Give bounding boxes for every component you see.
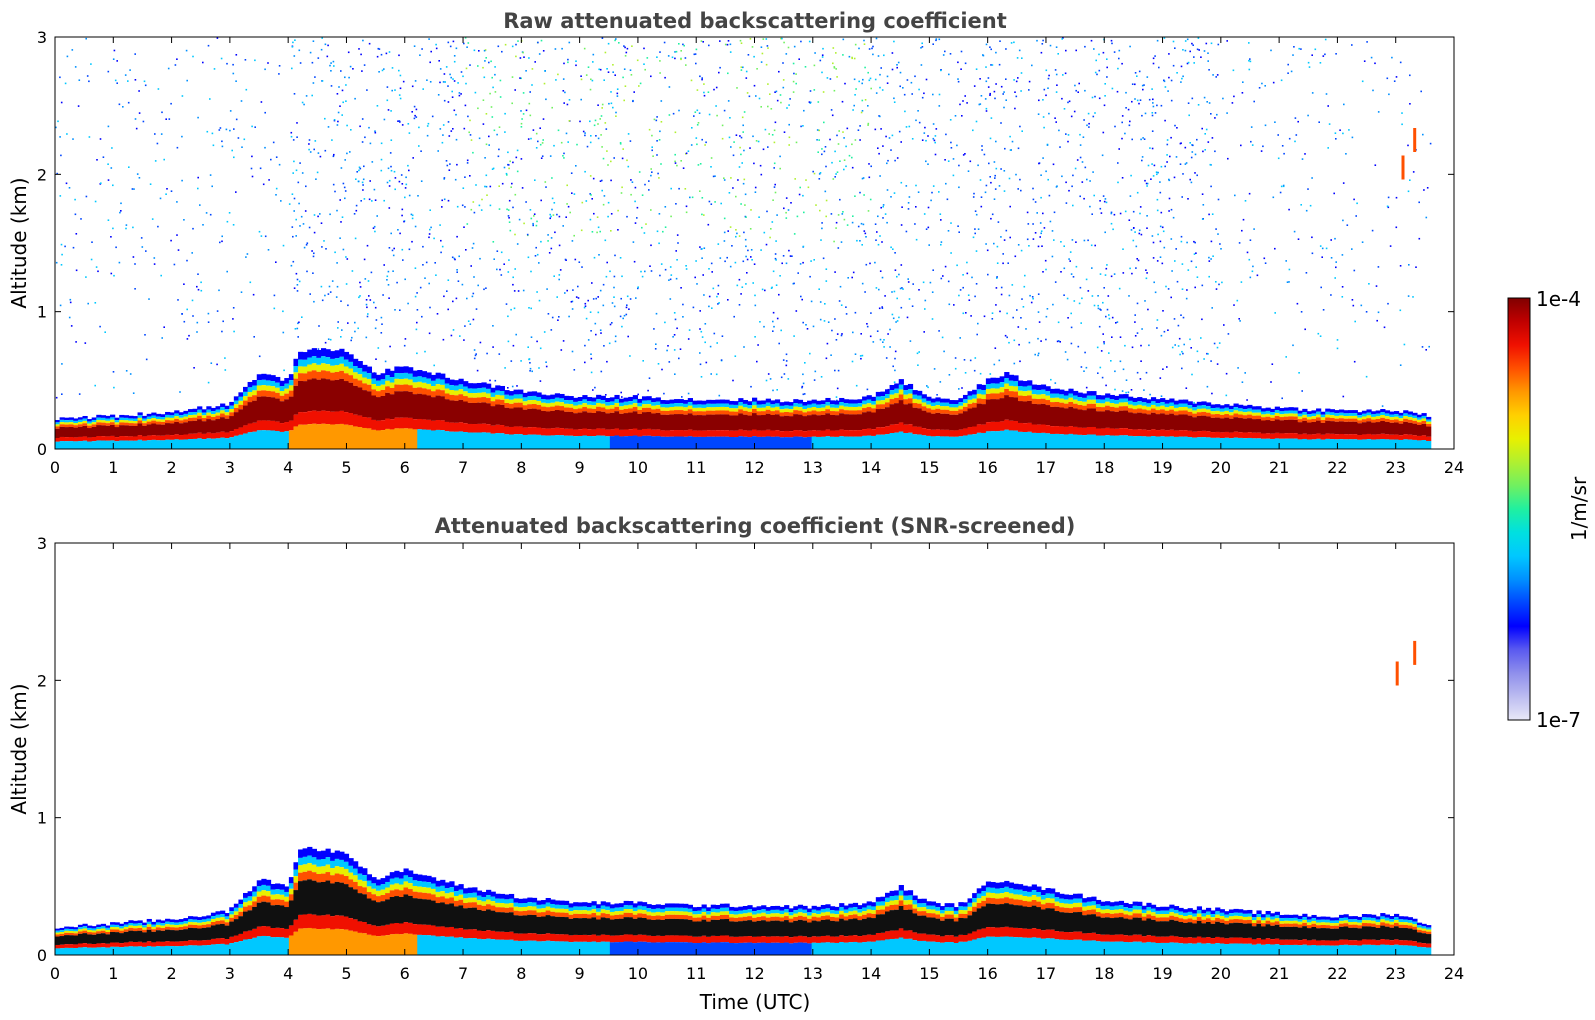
x-tick-label: 24	[1444, 964, 1464, 983]
x-tick-label: 3	[225, 964, 235, 983]
x-tick-label: 7	[458, 458, 468, 477]
snr-screened-backscatter-panel: Attenuated backscattering coefficient (S…	[7, 514, 1464, 1014]
x-tick-label: 6	[400, 458, 410, 477]
y-tick-label: 2	[37, 165, 47, 184]
x-tick-label: 15	[919, 964, 939, 983]
y-axis-label: Altitude (km)	[7, 683, 31, 814]
x-tick-label: 13	[803, 458, 823, 477]
x-tick-label: 3	[225, 458, 235, 477]
x-tick-label: 12	[744, 458, 764, 477]
x-tick-label: 6	[400, 964, 410, 983]
x-tick-label: 17	[1036, 964, 1056, 983]
x-tick-label: 18	[1094, 964, 1114, 983]
x-tick-label: 21	[1269, 458, 1289, 477]
backscatter-field	[55, 37, 1432, 449]
x-tick-label: 14	[861, 964, 881, 983]
x-tick-label: 15	[919, 458, 939, 477]
x-tick-label: 5	[341, 964, 351, 983]
chart-title: Raw attenuated backscattering coefficien…	[503, 9, 1007, 33]
x-tick-label: 20	[1211, 964, 1231, 983]
axis-ticks: 0 1 2 3 4 5 6 7 8 9 10 11 12 13 14 15 16 17 18 19 20 21 22 23 24…	[37, 534, 1464, 983]
x-tick-label: 16	[977, 458, 997, 477]
x-tick-label: 2	[166, 964, 176, 983]
x-tick-label: 19	[1152, 458, 1172, 477]
x-tick-label: 4	[283, 964, 293, 983]
x-tick-label: 5	[341, 458, 351, 477]
x-tick-label: 22	[1327, 964, 1347, 983]
y-tick-label: 0	[37, 440, 47, 459]
y-tick-label: 1	[37, 303, 47, 322]
x-tick-label: 1	[108, 458, 118, 477]
y-axis-label: Altitude (km)	[7, 177, 31, 308]
x-tick-label: 22	[1327, 458, 1347, 477]
x-tick-label: 8	[516, 458, 526, 477]
y-tick-label: 2	[37, 671, 47, 690]
x-axis-label: Time (UTC)	[699, 990, 811, 1014]
colorbar-units-label: 1/m/sr	[1567, 476, 1591, 541]
x-tick-label: 8	[516, 964, 526, 983]
y-tick-label: 1	[37, 809, 47, 828]
x-tick-label: 13	[803, 964, 823, 983]
colorbar-scale	[1507, 297, 1531, 721]
x-tick-label: 12	[744, 964, 764, 983]
x-tick-label: 4	[283, 458, 293, 477]
x-tick-label: 2	[166, 458, 176, 477]
x-tick-label: 9	[575, 458, 585, 477]
axis-ticks: 0 1 2 3 4 5 6 7 8 9 10 11 12 13 14 15 16 17 18 19 20 21 22 23 24…	[37, 28, 1464, 477]
raw-backscatter-panel: Raw attenuated backscattering coefficien…	[7, 9, 1464, 477]
x-tick-label: 19	[1152, 964, 1172, 983]
x-tick-label: 11	[686, 964, 706, 983]
x-tick-label: 23	[1386, 964, 1406, 983]
x-tick-label: 7	[458, 964, 468, 983]
x-tick-label: 23	[1386, 458, 1406, 477]
colorbar: 1e-4 1e-7 1/m/sr	[1507, 287, 1591, 732]
x-tick-label: 14	[861, 458, 881, 477]
backscatter-field	[55, 640, 1432, 955]
x-tick-label: 16	[977, 964, 997, 983]
colorbar-max-label: 1e-4	[1536, 287, 1581, 311]
x-tick-label: 21	[1269, 964, 1289, 983]
x-tick-label: 1	[108, 964, 118, 983]
x-tick-label: 10	[628, 964, 648, 983]
x-tick-label: 20	[1211, 458, 1231, 477]
x-tick-label: 11	[686, 458, 706, 477]
x-tick-label: 9	[575, 964, 585, 983]
x-tick-label: 18	[1094, 458, 1114, 477]
x-tick-label: 10	[628, 458, 648, 477]
y-tick-label: 0	[37, 946, 47, 965]
y-tick-label: 3	[37, 28, 47, 47]
colorbar-min-label: 1e-7	[1536, 708, 1581, 732]
x-tick-label: 17	[1036, 458, 1056, 477]
x-tick-label: 0	[50, 964, 60, 983]
x-tick-label: 24	[1444, 458, 1464, 477]
chart-title: Attenuated backscattering coefficient (S…	[435, 514, 1076, 538]
y-tick-label: 3	[37, 534, 47, 553]
x-tick-label: 0	[50, 458, 60, 477]
